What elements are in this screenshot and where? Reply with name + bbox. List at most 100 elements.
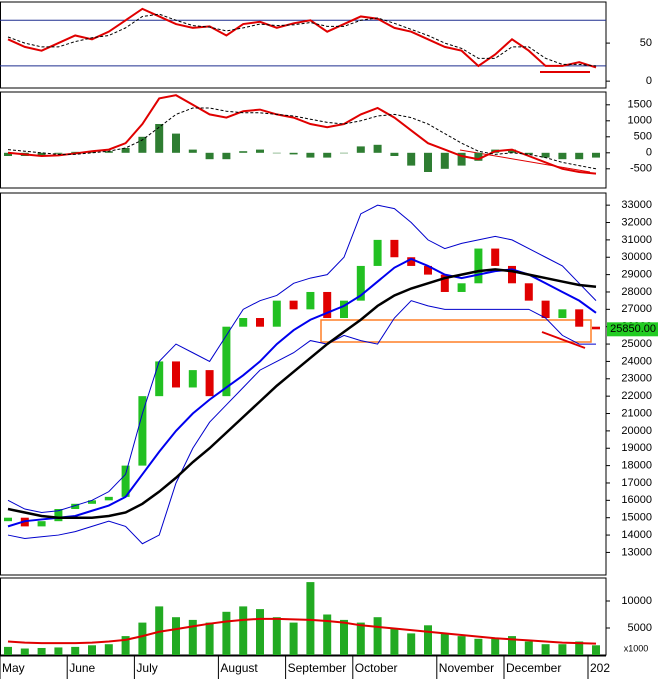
y-tick-label: 29000 <box>621 269 652 281</box>
volume-bar <box>457 636 466 655</box>
volume-bar <box>272 617 281 655</box>
candle-body <box>155 361 164 397</box>
volume-bar <box>592 645 600 655</box>
candle-body <box>340 300 348 319</box>
histogram-bar <box>340 152 348 154</box>
histogram-bar <box>558 152 567 160</box>
histogram-bar <box>440 152 449 169</box>
y-tick-label: 19000 <box>621 442 652 454</box>
unit-label: x1000 <box>624 643 649 653</box>
histogram-bar <box>54 152 63 154</box>
histogram-bar <box>575 152 584 160</box>
volume-bar <box>373 617 382 655</box>
y-tick-label: 31000 <box>621 234 652 246</box>
candle-body <box>306 291 315 310</box>
y-tick-label: 24000 <box>621 355 652 367</box>
volume-bar <box>71 646 80 655</box>
candle-body <box>71 503 80 510</box>
y-tick-label: -500 <box>630 163 652 175</box>
volume-bar <box>558 644 567 655</box>
volume-bar <box>256 609 264 655</box>
x-tick-label: October <box>355 661 398 675</box>
series-line <box>7 204 597 513</box>
volume-bar <box>356 622 365 655</box>
histogram-bar <box>272 152 281 154</box>
histogram-bar <box>4 152 12 156</box>
volume-bar <box>541 644 550 655</box>
y-tick-label: 25000 <box>621 338 652 350</box>
y-tick-label: 27000 <box>621 303 652 315</box>
volume-bar <box>121 636 130 655</box>
histogram-bar <box>508 149 516 153</box>
candle-body <box>205 370 214 397</box>
y-tick-label: 0 <box>646 147 652 159</box>
candle-body <box>272 300 281 327</box>
y-tick-label: 18000 <box>621 460 652 472</box>
histogram-bar <box>71 151 80 153</box>
histogram-bar <box>289 152 298 155</box>
volume-bar <box>575 641 584 655</box>
y-tick-label: 28000 <box>621 286 652 298</box>
series-line <box>7 617 597 645</box>
candle-body <box>104 496 113 501</box>
histogram-bar <box>373 144 382 153</box>
price-label: 25850.00 <box>610 323 656 335</box>
histogram-bar <box>424 152 432 172</box>
y-tick-label: 0 <box>646 75 652 87</box>
histogram-bar <box>138 136 147 153</box>
histogram-bar <box>390 152 399 156</box>
candle-body <box>491 248 500 266</box>
candle-body <box>524 283 533 301</box>
candle-body <box>373 239 382 266</box>
volume-bar <box>424 625 432 655</box>
panel-frame <box>0 577 607 656</box>
histogram-bar <box>541 152 550 158</box>
support-zone <box>320 319 592 343</box>
histogram-bar <box>188 149 197 153</box>
candle-body <box>323 291 332 319</box>
y-tick-label: 500 <box>634 131 652 143</box>
series-line <box>7 94 597 175</box>
trend-line <box>541 331 586 349</box>
histogram-bar <box>407 152 416 166</box>
candle-body <box>121 465 130 497</box>
candle-body <box>256 318 264 327</box>
volume-bar <box>138 622 147 655</box>
volume-bar <box>88 645 96 655</box>
volume-bar <box>104 644 113 655</box>
candle-body <box>239 318 248 327</box>
volume-bar <box>306 582 315 655</box>
volume-bar <box>407 633 416 655</box>
y-tick-label: 16000 <box>621 494 652 506</box>
series-line <box>7 300 596 545</box>
candle-body <box>457 283 466 292</box>
volume-bar <box>205 622 214 655</box>
candle-body <box>138 396 147 466</box>
y-tick-label: 13000 <box>621 546 652 558</box>
candle-body <box>88 500 96 504</box>
x-tick-label: June <box>69 661 95 675</box>
histogram-bar <box>306 152 315 158</box>
candle-body <box>356 265 365 301</box>
y-tick-label: 17000 <box>621 477 652 489</box>
x-tick-label: May <box>2 661 25 675</box>
candle-body <box>558 309 567 319</box>
volume-bar <box>524 641 533 655</box>
histogram-bar <box>524 152 533 155</box>
candle-body <box>37 521 46 527</box>
x-tick-label: July <box>136 661 157 675</box>
y-tick-label: 1000 <box>628 115 652 127</box>
y-tick-label: 20000 <box>621 425 652 437</box>
x-tick-label: September <box>288 661 347 675</box>
volume-bar <box>155 606 164 655</box>
volume-bar <box>390 628 399 655</box>
histogram-bar <box>222 152 231 160</box>
candle-body <box>407 257 416 266</box>
volume-bar <box>54 647 63 655</box>
histogram-bar <box>256 149 264 153</box>
series-line <box>7 7 597 69</box>
price-label-box <box>607 322 658 337</box>
candle-body <box>54 509 63 522</box>
candle-body <box>474 248 483 284</box>
